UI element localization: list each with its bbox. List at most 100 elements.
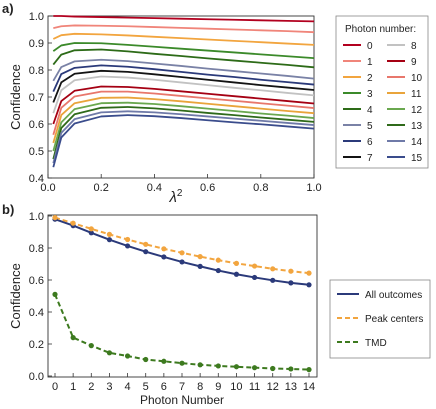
panel-b-x-tick-label: 1 bbox=[70, 381, 76, 393]
panel-b-x-tick-label: 2 bbox=[88, 381, 94, 393]
data-point-all-outcomes bbox=[106, 237, 113, 243]
panel-a-x-tick-label: 0.0 bbox=[40, 182, 55, 194]
series-line-photon-1 bbox=[53, 24, 315, 34]
panel-b-y-axis-label: Confidence bbox=[8, 263, 23, 329]
panel-b-points bbox=[52, 215, 312, 373]
data-point-peak-centers bbox=[197, 254, 203, 260]
legend-label-photon-8: 8 bbox=[411, 41, 417, 52]
legend-label-photon-5: 5 bbox=[367, 121, 373, 132]
legend-label-photon-15: 15 bbox=[411, 153, 423, 164]
series-line-photon-12 bbox=[52, 101, 315, 152]
panel-a-x-ticks: 0.0 0.2 0.4 0.6 0.8 1.0 bbox=[40, 174, 322, 194]
panel-b-y-tick-label: 0.2 bbox=[29, 339, 44, 351]
panel-a-frame bbox=[47, 15, 315, 179]
series-line-photon-2 bbox=[52, 32, 315, 46]
series-line-photon-14 bbox=[52, 110, 315, 164]
data-point-peak-centers bbox=[161, 246, 167, 252]
data-point-tmd bbox=[288, 366, 294, 372]
panel-a-lines bbox=[52, 15, 315, 168]
data-point-all-outcomes bbox=[197, 263, 203, 269]
panel-b-label: b) bbox=[2, 202, 14, 217]
panel-a-y-tick-label: 1.0 bbox=[29, 11, 44, 23]
series-line-photon-0 bbox=[53, 15, 315, 23]
data-point-tmd bbox=[251, 365, 258, 371]
legend-label-photon-6: 6 bbox=[367, 137, 373, 148]
data-point-tmd bbox=[106, 350, 113, 356]
data-point-tmd bbox=[215, 363, 221, 369]
series-line-peak-centers bbox=[54, 216, 310, 275]
legend-label-photon-3: 3 bbox=[367, 89, 373, 100]
panel-b-y-tick-label: 0.4 bbox=[29, 307, 44, 319]
data-point-tmd bbox=[124, 353, 131, 359]
legend-label-tmd: TMD bbox=[365, 338, 387, 349]
data-point-all-outcomes bbox=[233, 271, 240, 277]
data-point-peak-centers bbox=[270, 266, 276, 272]
panel-b-x-axis-label: Photon Number bbox=[140, 393, 224, 407]
series-line-photon-4 bbox=[52, 48, 315, 69]
panel-a-x-tick-label: 1.0 bbox=[306, 182, 321, 194]
series-line-photon-3 bbox=[52, 42, 315, 60]
panel-a-y-tick-label: 0.4 bbox=[29, 173, 44, 185]
data-point-tmd bbox=[143, 356, 149, 363]
data-point-tmd bbox=[161, 358, 167, 364]
series-line-photon-11 bbox=[52, 96, 315, 144]
panel-a-x-tick-label: 0.4 bbox=[147, 182, 162, 194]
data-point-tmd bbox=[270, 365, 276, 372]
panel-a-y-ticks: 0.4 0.5 0.6 0.7 0.8 0.9 1.0 bbox=[29, 11, 52, 185]
panel-a-x-tick-label: 0.6 bbox=[200, 182, 215, 194]
data-point-all-outcomes bbox=[88, 230, 94, 236]
data-point-tmd bbox=[306, 367, 312, 373]
panel-a-y-tick-label: 0.8 bbox=[29, 65, 44, 77]
series-line-photon-7 bbox=[52, 69, 315, 103]
panel-a-y-tick-label: 0.5 bbox=[29, 146, 44, 158]
legend-label-photon-2: 2 bbox=[367, 73, 373, 84]
data-point-tmd bbox=[179, 360, 185, 366]
legend-label-photon-9: 9 bbox=[411, 57, 417, 68]
legend-label-photon-13: 13 bbox=[411, 121, 423, 132]
data-point-tmd bbox=[233, 364, 240, 370]
data-point-peak-centers bbox=[124, 236, 131, 243]
series-line-photon-8 bbox=[52, 75, 315, 114]
data-point-peak-centers bbox=[70, 220, 76, 226]
panel-b-y-ticks: 0.0 0.2 0.4 0.6 0.8 1.0 bbox=[29, 211, 52, 383]
series-line-photon-15 bbox=[52, 114, 315, 168]
data-point-peak-centers bbox=[251, 263, 258, 269]
data-point-peak-centers bbox=[88, 226, 94, 232]
series-line-tmd bbox=[54, 294, 310, 371]
panel-b-x-tick-label: 0 bbox=[52, 381, 58, 393]
panel-b-y-tick-label: 0.8 bbox=[29, 243, 44, 255]
panel-b-x-tick-label: 11 bbox=[249, 381, 260, 393]
panel-b-y-tick-label: 1.0 bbox=[29, 211, 44, 223]
data-point-all-outcomes bbox=[215, 267, 221, 274]
data-point-all-outcomes bbox=[124, 243, 131, 249]
panel-a-label: a) bbox=[2, 1, 14, 16]
panel-a-y-tick-label: 0.7 bbox=[29, 92, 44, 104]
series-line-photon-10 bbox=[52, 90, 315, 136]
panel-a-legend-box bbox=[335, 15, 429, 169]
panel-a-legend-title: Photon number: bbox=[345, 24, 416, 35]
panel-b-x-tick-label: 3 bbox=[106, 381, 112, 393]
data-point-peak-centers bbox=[306, 270, 312, 276]
data-point-peak-centers bbox=[215, 257, 221, 263]
panel-a-x-axis-label: λ2 bbox=[169, 188, 183, 206]
panel-b-x-tick-label: 4 bbox=[125, 381, 131, 393]
panel-a-x-tick-label: 0.8 bbox=[253, 182, 268, 194]
panel-a-y-axis-label: Confidence bbox=[8, 64, 23, 130]
panel-b-x-tick-label: 14 bbox=[303, 381, 315, 393]
panel-b-x-tick-label: 10 bbox=[230, 381, 242, 393]
data-point-all-outcomes bbox=[161, 254, 167, 260]
data-point-peak-centers bbox=[233, 260, 240, 266]
legend-label-photon-4: 4 bbox=[367, 105, 373, 116]
panel-b-y-tick-label: 0.0 bbox=[29, 371, 44, 383]
panel-a-x-tick-label: 0.2 bbox=[94, 182, 109, 194]
data-point-all-outcomes bbox=[306, 282, 312, 288]
panel-b-legend-items: All outcomes Peak centers TMD bbox=[337, 290, 423, 349]
data-point-peak-centers bbox=[179, 250, 185, 256]
series-line-photon-6 bbox=[52, 64, 315, 92]
data-point-tmd bbox=[88, 343, 94, 349]
legend-label-photon-7: 7 bbox=[367, 153, 373, 164]
series-line-photon-5 bbox=[52, 58, 315, 82]
legend-label-photon-1: 1 bbox=[367, 57, 373, 68]
